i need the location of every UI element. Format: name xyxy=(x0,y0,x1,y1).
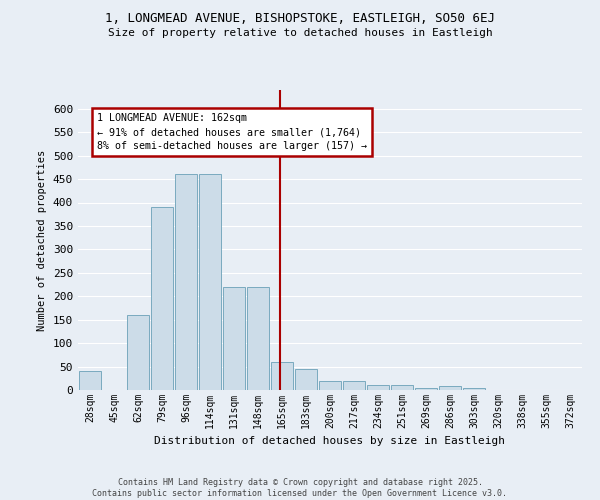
Bar xyxy=(343,380,365,390)
Bar xyxy=(391,386,413,390)
Bar xyxy=(415,388,437,390)
Bar xyxy=(79,371,101,390)
X-axis label: Distribution of detached houses by size in Eastleigh: Distribution of detached houses by size … xyxy=(155,436,505,446)
Bar xyxy=(367,386,389,390)
Bar xyxy=(199,174,221,390)
Text: Contains HM Land Registry data © Crown copyright and database right 2025.
Contai: Contains HM Land Registry data © Crown c… xyxy=(92,478,508,498)
Bar xyxy=(295,369,317,390)
Text: 1, LONGMEAD AVENUE, BISHOPSTOKE, EASTLEIGH, SO50 6EJ: 1, LONGMEAD AVENUE, BISHOPSTOKE, EASTLEI… xyxy=(105,12,495,26)
Bar xyxy=(463,388,485,390)
Bar xyxy=(319,380,341,390)
Bar xyxy=(223,287,245,390)
Bar xyxy=(271,362,293,390)
Bar xyxy=(127,315,149,390)
Bar xyxy=(175,174,197,390)
Bar xyxy=(247,287,269,390)
Text: Size of property relative to detached houses in Eastleigh: Size of property relative to detached ho… xyxy=(107,28,493,38)
Bar xyxy=(439,386,461,390)
Text: 1 LONGMEAD AVENUE: 162sqm
← 91% of detached houses are smaller (1,764)
8% of sem: 1 LONGMEAD AVENUE: 162sqm ← 91% of detac… xyxy=(97,114,367,152)
Bar xyxy=(151,207,173,390)
Y-axis label: Number of detached properties: Number of detached properties xyxy=(37,150,47,330)
